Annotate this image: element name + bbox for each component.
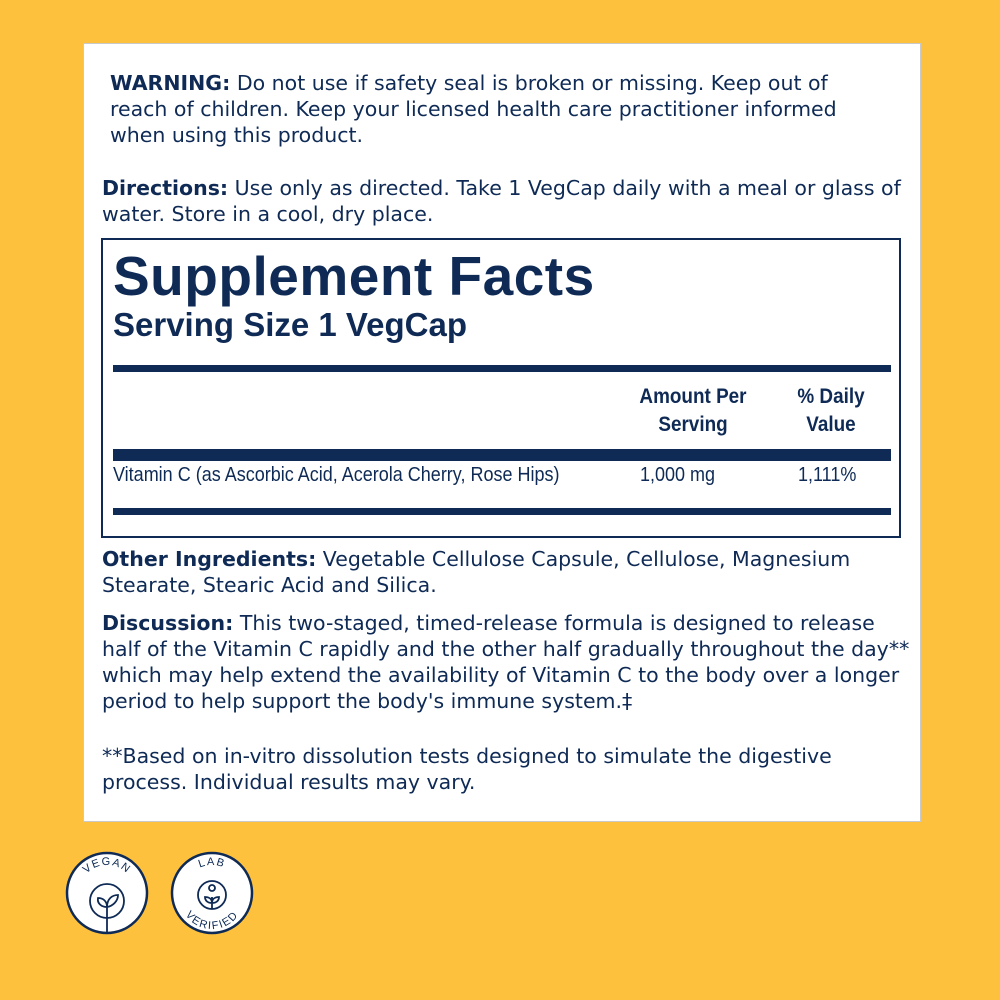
- nutrient-amount: 1,000 mg: [640, 464, 716, 486]
- discussion-label: Discussion:: [102, 611, 234, 635]
- warning-text: WARNING: Do not use if safety seal is br…: [110, 70, 890, 148]
- supplement-facts-box: Supplement Facts Serving Size 1 VegCap A…: [101, 238, 901, 538]
- sprout-icon: [89, 883, 125, 933]
- nutrient-dv: 1,111%: [798, 464, 857, 486]
- divider-bar: [113, 365, 891, 372]
- discussion: Discussion: This two-staged, timed-relea…: [102, 610, 912, 714]
- vegan-badge: VEGAN: [65, 851, 149, 935]
- amount-per-serving-header: Amount Per Serving: [639, 385, 747, 436]
- serving-size: Serving Size 1 VegCap: [113, 306, 467, 343]
- divider-bar: [113, 508, 891, 515]
- other-ingredients-body: Vegetable Cellulose Capsule, Cellulose, …: [102, 547, 851, 597]
- discussion-body: This two-staged, timed-release formula i…: [102, 611, 910, 713]
- person-sprout-icon: [197, 880, 227, 910]
- footnote: **Based on in-vitro dissolution tests de…: [102, 744, 832, 794]
- other-ingredients-label: Other Ingredients:: [102, 547, 317, 571]
- lab-verified-badge-text: LAB: [197, 856, 227, 870]
- directions-text: Directions: Use only as directed. Take 1…: [102, 175, 902, 227]
- facts-title: Supplement Facts: [113, 245, 595, 307]
- directions-body: Use only as directed. Take 1 VegCap dail…: [102, 176, 901, 226]
- daily-value-header: % Daily Value: [797, 385, 865, 436]
- other-ingredients: Other Ingredients: Vegetable Cellulose C…: [102, 546, 912, 598]
- nutrient-name: Vitamin C (as Ascorbic Acid, Acerola Che…: [113, 464, 560, 486]
- directions-label: Directions:: [102, 176, 229, 200]
- warning-label: WARNING:: [110, 71, 231, 95]
- warning-body: Do not use if safety seal is broken or m…: [110, 71, 837, 147]
- lab-verified-badge: LAB VERIFIED: [170, 851, 254, 935]
- label-panel: [83, 43, 921, 822]
- divider-bar: [113, 449, 891, 461]
